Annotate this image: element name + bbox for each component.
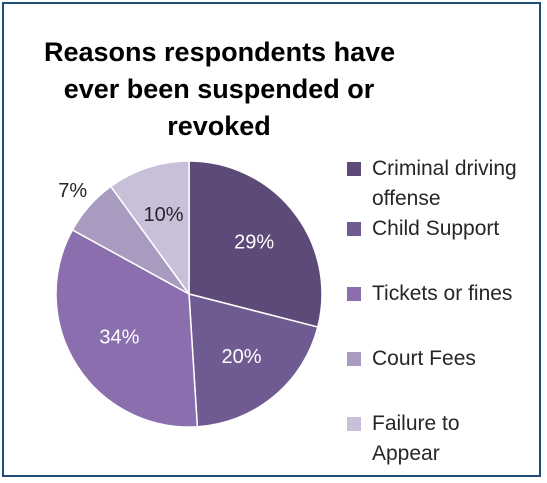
legend-label: Criminal driving offense xyxy=(372,157,517,210)
legend-swatch xyxy=(347,287,361,301)
legend-label: Failure to Appear xyxy=(372,412,460,465)
legend-swatch xyxy=(347,222,361,236)
legend-swatch xyxy=(347,352,361,366)
data-label-3: 7% xyxy=(58,180,87,202)
legend-swatch xyxy=(347,417,361,431)
chart-title-line: Reasons respondents have xyxy=(44,37,396,67)
pie-slice-4 xyxy=(109,160,190,297)
legend-label: Tickets or fines xyxy=(372,282,513,305)
chart-title-line: ever been suspended or xyxy=(63,74,375,104)
pie-slices xyxy=(55,160,323,428)
legend-label: Court Fees xyxy=(372,347,476,370)
data-label-1: 20% xyxy=(222,346,262,368)
data-label-2: 34% xyxy=(99,326,139,348)
data-label-4: 10% xyxy=(144,204,184,226)
pie-slice-0 xyxy=(188,160,323,328)
chart-frame: Reasons respondents have ever been suspe… xyxy=(2,2,541,477)
chart-title: Reasons respondents have ever been suspe… xyxy=(44,34,396,145)
pie-chart: 29% 20% 34% 7% 10% xyxy=(55,160,323,428)
legend-swatch xyxy=(347,162,361,176)
legend-label: Child Support xyxy=(372,217,500,240)
pie-data-labels: 29% 20% 34% 7% 10% xyxy=(58,180,274,368)
chart-title-line: revoked xyxy=(167,111,271,141)
pie-slice-1 xyxy=(188,293,319,428)
data-label-0: 29% xyxy=(234,232,274,254)
